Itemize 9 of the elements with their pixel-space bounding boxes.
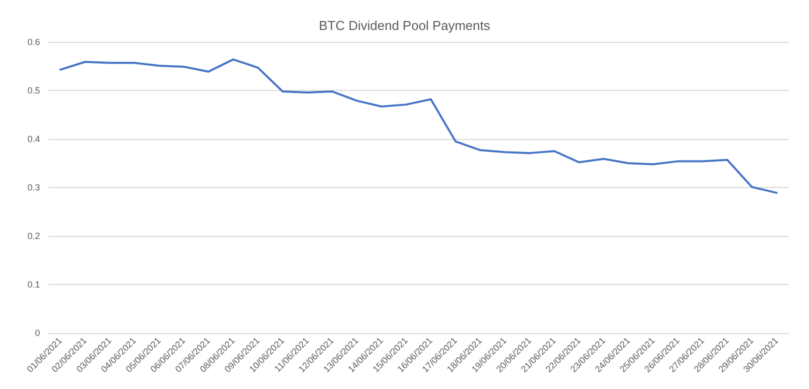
y-tick-label: 0 (34, 328, 40, 338)
y-tick-label: 0.4 (27, 134, 40, 144)
y-tick-label: 0.1 (27, 280, 40, 290)
chart-title: BTC Dividend Pool Payments (318, 18, 491, 33)
y-tick-label: 0.3 (27, 182, 40, 192)
line-series (59, 58, 778, 194)
y-tick-label: 0.2 (27, 231, 40, 241)
y-tick-label: 0.6 (27, 37, 40, 47)
y-tick-label: 0.5 (27, 86, 40, 96)
